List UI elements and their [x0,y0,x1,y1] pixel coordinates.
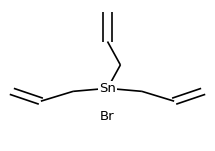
Text: Sn: Sn [99,82,116,95]
Text: Br: Br [100,110,115,123]
